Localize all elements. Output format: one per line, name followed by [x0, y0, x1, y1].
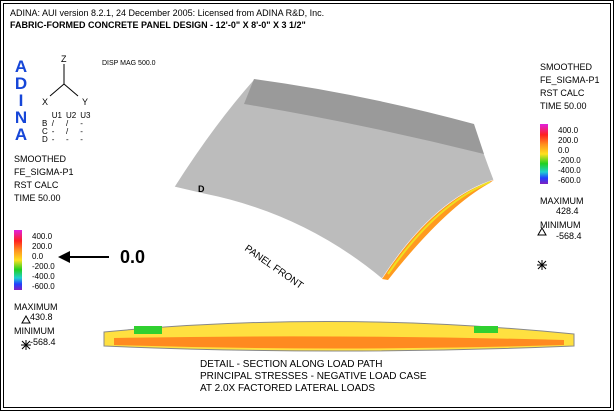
col-head: U2	[66, 111, 77, 120]
legend-line: RST CALC	[14, 180, 59, 190]
cell: B	[42, 119, 48, 128]
min-symbol	[21, 340, 31, 350]
cell: D	[42, 135, 48, 144]
cell: -	[80, 135, 83, 144]
cell: -	[80, 119, 83, 128]
legend-tick: -600.0	[32, 282, 55, 291]
col-head: U1	[51, 111, 63, 120]
legend-line: SMOOTHED	[540, 62, 593, 72]
legend-tick: -400.0	[32, 272, 55, 281]
arrow-head	[58, 251, 70, 263]
min-value: -568.4	[30, 337, 56, 347]
max-value: 428.4	[556, 206, 579, 216]
section-stress	[474, 326, 498, 333]
cell: C	[42, 127, 48, 136]
legend-tick: 0.0	[32, 252, 44, 261]
edge-stress	[387, 181, 491, 275]
graphics	[21, 64, 575, 352]
axis-x	[49, 83, 65, 97]
min-label: MINIMUM	[540, 220, 581, 230]
corner-label: D	[198, 184, 205, 194]
cell: -	[66, 135, 69, 144]
edge-stress	[382, 180, 494, 280]
axis-y	[63, 83, 79, 97]
panel-shade	[244, 79, 484, 154]
max-value: 430.8	[30, 312, 53, 322]
legend-tick: 400.0	[558, 126, 579, 135]
min-value: -568.4	[556, 231, 582, 241]
col-head: U3	[80, 111, 91, 120]
max-symbol	[21, 314, 31, 324]
cell: /	[51, 119, 55, 128]
legend-tick: 200.0	[32, 242, 53, 251]
legend-line: TIME 50.00	[14, 193, 61, 203]
legend-tick: -600.0	[558, 176, 581, 185]
caption-line: DETAIL - SECTION ALONG LOAD PATH	[200, 359, 383, 370]
disp-mag: DISP MAG 500.0	[102, 60, 156, 67]
min-symbol	[537, 260, 547, 270]
caption-line: PRINCIPAL STRESSES - NEGATIVE LOAD CASE	[200, 371, 427, 382]
section-stress	[134, 326, 162, 334]
legend-line: FE_SIGMA-P1	[540, 75, 600, 85]
legend-tick: 200.0	[558, 136, 579, 145]
legend-line: FE_SIGMA-P1	[14, 167, 74, 177]
axis-label: X	[42, 97, 49, 107]
legend-line: TIME 50.00	[540, 101, 587, 111]
color-bar	[540, 124, 548, 184]
legend-tick: 0.0	[558, 146, 570, 155]
caption-line: AT 2.0X FACTORED LATERAL LOADS	[200, 383, 376, 394]
header-line: ADINA: AUI version 8.2.1, 24 December 20…	[10, 8, 325, 18]
max-label: MAXIMUM	[14, 302, 58, 312]
max-symbol	[537, 226, 547, 236]
header-line: FABRIC-FORMED CONCRETE PANEL DESIGN - 12…	[10, 20, 306, 30]
legend-tick: -200.0	[32, 262, 55, 271]
cell: -	[51, 135, 55, 144]
color-bar	[14, 230, 22, 290]
bc-table: U1 U2 U3 B / / - C - / - D---	[40, 112, 92, 144]
logo: ADINA	[14, 57, 28, 144]
legend-tick: 400.0	[32, 232, 53, 241]
cell: -	[51, 127, 55, 136]
legend-tick: -200.0	[558, 156, 581, 165]
section-stress	[114, 336, 564, 349]
min-label: MINIMUM	[14, 326, 55, 336]
max-label: MAXIMUM	[540, 196, 584, 206]
axis-label: Z	[61, 54, 67, 64]
axis-label: Y	[82, 97, 89, 107]
zero-callout: 0.0	[120, 247, 146, 267]
cell: /	[66, 119, 69, 128]
cell: -	[80, 127, 83, 136]
legend-tick: -400.0	[558, 166, 581, 175]
legend-line: SMOOTHED	[14, 154, 67, 164]
cell: /	[66, 127, 69, 136]
legend-line: RST CALC	[540, 88, 585, 98]
